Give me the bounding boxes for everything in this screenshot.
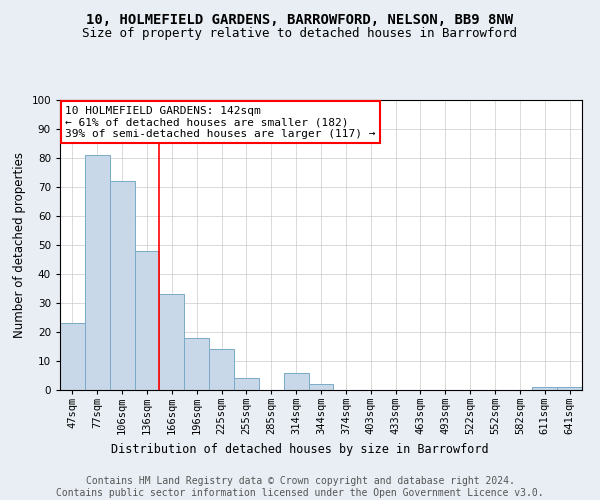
Text: Distribution of detached houses by size in Barrowford: Distribution of detached houses by size …	[111, 442, 489, 456]
Bar	[532, 387, 557, 390]
Bar	[160, 294, 184, 390]
Text: 10 HOLMEFIELD GARDENS: 142sqm
← 61% of detached houses are smaller (182)
39% of : 10 HOLMEFIELD GARDENS: 142sqm ← 61% of d…	[65, 106, 376, 139]
Bar	[184, 338, 209, 390]
Bar	[284, 372, 308, 390]
Text: 10, HOLMEFIELD GARDENS, BARROWFORD, NELSON, BB9 8NW: 10, HOLMEFIELD GARDENS, BARROWFORD, NELS…	[86, 12, 514, 26]
Y-axis label: Number of detached properties: Number of detached properties	[13, 152, 26, 338]
Bar	[209, 350, 234, 390]
Bar	[134, 251, 160, 390]
Text: Contains HM Land Registry data © Crown copyright and database right 2024.
Contai: Contains HM Land Registry data © Crown c…	[56, 476, 544, 498]
Bar	[308, 384, 334, 390]
Bar	[557, 387, 582, 390]
Bar	[60, 324, 85, 390]
Bar	[234, 378, 259, 390]
Text: Size of property relative to detached houses in Barrowford: Size of property relative to detached ho…	[83, 28, 517, 40]
Bar	[85, 155, 110, 390]
Bar	[110, 181, 134, 390]
